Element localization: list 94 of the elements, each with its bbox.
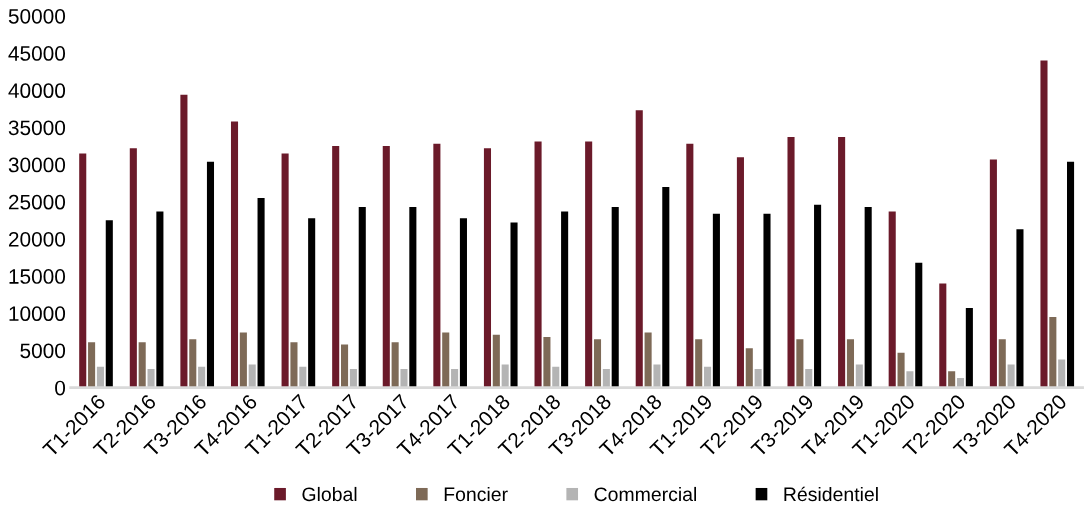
bar	[805, 369, 813, 388]
y-tick-label: 50000	[8, 8, 66, 24]
bar	[543, 337, 551, 388]
bar	[897, 352, 905, 388]
bar	[400, 369, 408, 388]
bar	[745, 348, 753, 388]
bar	[855, 364, 863, 388]
bar	[189, 339, 197, 388]
bar	[198, 366, 206, 388]
legend-label: Commercial	[594, 486, 697, 502]
legend-label: Foncier	[444, 486, 508, 502]
bar	[787, 137, 795, 388]
bar	[88, 342, 96, 388]
bar	[965, 308, 973, 388]
y-tick-label: 45000	[8, 46, 66, 61]
bar	[96, 366, 104, 388]
bar	[147, 369, 155, 388]
y-tick-label: 20000	[8, 231, 66, 247]
bar	[1016, 229, 1024, 388]
bar	[156, 211, 164, 388]
bar	[864, 206, 872, 388]
y-tick-label: 10000	[9, 306, 66, 322]
bar	[358, 206, 366, 388]
bar	[998, 339, 1006, 388]
bar	[1049, 317, 1057, 388]
bar	[1058, 359, 1066, 388]
bar	[915, 262, 923, 388]
bar	[349, 369, 357, 388]
bar	[585, 141, 593, 388]
bar	[433, 143, 441, 388]
bar	[948, 371, 956, 388]
bar	[299, 366, 307, 388]
bar	[814, 204, 822, 388]
bar	[1040, 60, 1048, 388]
bar	[754, 369, 762, 388]
bar	[712, 213, 720, 388]
bar	[653, 364, 661, 388]
bar	[180, 94, 188, 388]
bar	[611, 206, 619, 388]
bar	[593, 339, 602, 388]
bar	[239, 332, 247, 388]
bar	[281, 153, 289, 388]
legend-label: Résidentiel	[784, 486, 878, 502]
bar	[1067, 161, 1075, 388]
bar	[459, 218, 467, 388]
y-tick-label: 35000	[8, 120, 66, 136]
bar	[736, 157, 744, 388]
bar	[838, 137, 846, 388]
bar	[989, 159, 997, 388]
bar	[230, 121, 239, 388]
bar	[492, 334, 500, 388]
bar	[501, 364, 509, 388]
bar	[79, 153, 87, 388]
bar	[382, 146, 390, 388]
bar	[248, 364, 256, 388]
bar	[635, 110, 643, 388]
bar	[602, 369, 610, 388]
bar	[695, 339, 703, 388]
bar	[341, 344, 349, 388]
bar	[662, 186, 670, 388]
bar	[763, 213, 771, 388]
y-tick-label: 5000	[20, 343, 66, 359]
bar	[846, 339, 855, 388]
y-tick-label: 0	[55, 380, 66, 396]
bar	[1007, 364, 1015, 388]
bar	[552, 366, 560, 388]
bar	[105, 220, 113, 388]
bar	[534, 141, 542, 388]
y-tick-label: 15000	[9, 269, 66, 284]
y-tick-label: 40000	[8, 83, 66, 99]
bar	[332, 146, 340, 388]
legend-label: Global	[302, 486, 357, 502]
bar	[129, 148, 137, 388]
bar	[888, 211, 896, 388]
bar	[686, 143, 694, 388]
bar	[290, 342, 298, 388]
bar	[138, 342, 146, 388]
bar	[206, 161, 215, 388]
bar	[906, 371, 914, 388]
bar	[308, 218, 316, 388]
bar	[939, 283, 947, 388]
bar	[561, 211, 569, 388]
bar	[409, 206, 417, 388]
bar	[391, 342, 399, 388]
bar	[796, 339, 804, 388]
bar	[704, 366, 712, 388]
y-tick-label: 25000	[8, 194, 66, 210]
y-tick-label: 30000	[8, 157, 66, 173]
bar	[510, 222, 518, 388]
bar	[451, 369, 459, 388]
bar	[442, 332, 450, 388]
bar	[644, 332, 652, 388]
bar	[483, 148, 492, 388]
bar	[257, 198, 265, 388]
